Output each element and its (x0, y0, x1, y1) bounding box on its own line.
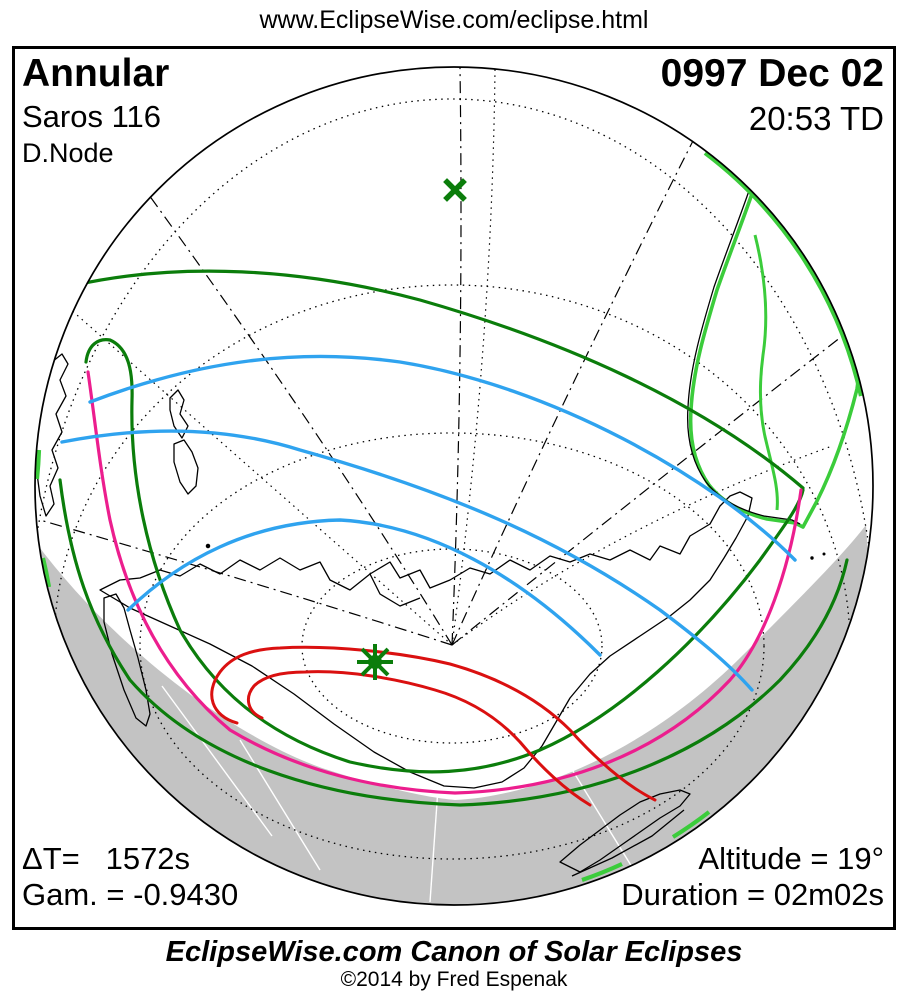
night-graticule-lines (161, 685, 641, 903)
tasmania-coastline (103, 593, 151, 727)
night-shadow-region (35, 525, 873, 905)
central-path-southern-limit (246, 670, 592, 807)
central-path-limits (210, 645, 657, 807)
northern-penumbral-limit (73, 269, 805, 490)
site-url-text: www.EclipseWise.com/eclipse.html (259, 6, 649, 34)
saros-label: Saros 116 (22, 99, 162, 134)
globe-disc (35, 67, 873, 905)
eclipse-date-label: 0997 Dec 02 (660, 52, 884, 95)
central-path-northern-limit (210, 645, 657, 802)
antarctica-coastline (99, 491, 753, 789)
africa-coastline (559, 789, 691, 873)
eclipse-time-label: 20:53 TD (748, 100, 884, 137)
duration-label: Duration = 02m02s (621, 877, 884, 912)
altitude-label: Altitude = 19° (698, 841, 884, 876)
new-zealand-coastline (169, 389, 189, 439)
inner-penumbral-curve (84, 338, 805, 774)
greatest-eclipse-marker (357, 644, 393, 680)
canon-title: EclipseWise.com Canon of Solar Eclipses (165, 936, 743, 968)
limb-visibility-highlights (35, 151, 864, 882)
southern-penumbral-limit (58, 478, 849, 807)
delta-t-label: ΔT= 1572s (22, 841, 191, 876)
eclipse-globe-map (34, 66, 874, 906)
meridian-gridlines (39, 67, 851, 646)
map-frame (12, 46, 896, 930)
eclipse-type-label: Annular (22, 52, 170, 95)
max-eclipse-curves (60, 354, 797, 692)
rise-set-curve (86, 370, 803, 795)
node-label: D.Node (22, 138, 114, 168)
gamma-label: Gam. = -0.9430 (22, 877, 239, 912)
copyright-text: ©2014 by Fred Espenak (340, 968, 568, 991)
globe-outline (34, 66, 874, 906)
penumbral-limit-curves (58, 269, 849, 807)
sub-solar-point-marker (443, 178, 467, 202)
